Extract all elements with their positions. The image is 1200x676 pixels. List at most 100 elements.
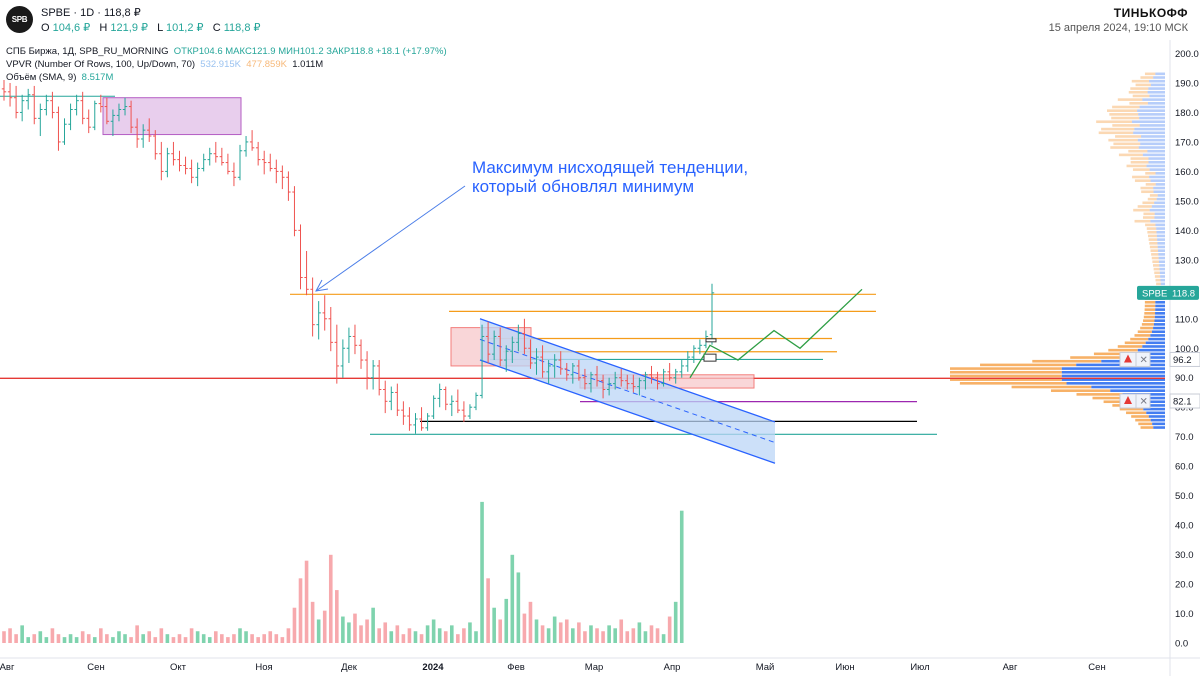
volume-bar (26, 637, 30, 643)
price-tick-label: 10.0 (1175, 609, 1194, 620)
volume-bar (353, 614, 357, 643)
vpvr-up-bar (1159, 264, 1165, 267)
vpvr-down-bar (1156, 283, 1161, 286)
vpvr-up-bar (1151, 419, 1165, 422)
vpvr-up-bar (1148, 102, 1165, 105)
volume-bar (583, 631, 587, 643)
volume-bar (20, 625, 24, 643)
price-tick-label: 110.0 (1175, 314, 1198, 325)
vpvr-up-bar (1143, 154, 1165, 157)
vpvr-down-bar (1142, 323, 1154, 326)
vpvr-up-bar (1152, 330, 1165, 333)
price-tick-label: 160.0 (1175, 167, 1199, 178)
vpvr-down-bar (1133, 168, 1150, 171)
legend-vpvr[interactable]: VPVR (Number Of Rows, 100, Up/Down, 70) … (6, 58, 447, 71)
volume-bar (141, 634, 145, 643)
vpvr-up-bar (1151, 179, 1165, 182)
vpvr-down-bar (1132, 80, 1149, 83)
time-tick-label: Сен (87, 662, 104, 673)
vpvr-up-bar (1150, 95, 1166, 98)
vpvr-down-bar (1128, 150, 1147, 153)
vpvr-up-bar (1133, 131, 1165, 134)
price-tick-label: 130.0 (1175, 255, 1199, 266)
volume-bar (214, 631, 218, 643)
vpvr-up-bar (1158, 246, 1165, 249)
vpvr-up-bar (1137, 109, 1165, 112)
volume-bar (117, 631, 121, 643)
volume-bar (196, 631, 200, 643)
vpvr-down-bar (1142, 201, 1154, 204)
vpvr-down-bar (1146, 183, 1156, 186)
volume-bar (668, 617, 672, 643)
price-tick-label: 20.0 (1175, 580, 1194, 591)
vpvr-up-bar (1151, 84, 1165, 87)
volume-profile (950, 73, 1165, 429)
vpvr-down-bar (1133, 95, 1150, 98)
vpvr-down-bar (1129, 102, 1148, 105)
price-tick-label: 150.0 (1175, 196, 1199, 207)
vpvr-down-bar (1143, 319, 1154, 322)
vpvr-up-bar (1157, 231, 1165, 234)
volume-bar (32, 634, 36, 643)
volume-bar (371, 608, 375, 643)
volume-bar (408, 628, 412, 643)
volume-bar (529, 602, 533, 643)
vpvr-down-bar (1152, 257, 1159, 260)
position-box (704, 354, 716, 361)
vpvr-up-bar (1148, 87, 1165, 90)
volume-bar (335, 590, 339, 643)
vpvr-up-bar (1140, 106, 1165, 109)
vpvr-up-bar (1146, 411, 1165, 414)
vpvr-down-bar (1077, 393, 1123, 396)
vpvr-down-bar (1111, 117, 1139, 120)
volume-bar (153, 637, 157, 643)
vpvr-down-bar (1129, 91, 1148, 94)
vpvr-down-bar (1141, 426, 1154, 429)
vpvr-up-bar (1062, 375, 1165, 378)
volume-bar (396, 625, 400, 643)
volume-bar (293, 608, 297, 643)
vpvr-up-bar (1157, 238, 1165, 241)
volume-bar (105, 634, 109, 643)
volume-bar (93, 637, 97, 643)
volume-bar (504, 599, 508, 643)
vpvr-up-bar (1157, 198, 1165, 201)
volume-bar (129, 637, 133, 643)
time-tick-label: 2024 (422, 662, 444, 673)
vpvr-down-bar (1149, 242, 1157, 245)
time-tick-label: Апр (664, 662, 681, 673)
volume-bar (589, 625, 593, 643)
vpvr-up-bar (1146, 341, 1165, 344)
vpvr-down-bar (1134, 334, 1150, 337)
vpvr-up-bar (1160, 279, 1165, 282)
vpvr-up-bar (1153, 426, 1165, 429)
volume-bar (426, 625, 430, 643)
vpvr-down-bar (1144, 316, 1155, 319)
vpvr-up-bar (1153, 327, 1165, 330)
vpvr-down-bar (1143, 216, 1154, 219)
volume-bar (571, 628, 575, 643)
channel-median-line (480, 339, 775, 442)
volume-bar (87, 634, 91, 643)
volume-bar (135, 625, 139, 643)
volume-bar (656, 628, 660, 643)
price-tick-label: 40.0 (1175, 521, 1194, 532)
vpvr-up-bar (1091, 386, 1165, 389)
vpvr-up-bar (1160, 268, 1165, 271)
volume-bar (262, 634, 266, 643)
vpvr-up-bar (1150, 209, 1165, 212)
legend-main-series[interactable]: СПБ Биржа, 1Д, SPB_RU_MORNING ОТКР104.6 … (6, 45, 447, 58)
volume-bar (172, 637, 176, 643)
vpvr-up-bar (1148, 338, 1165, 341)
vpvr-down-bar (1135, 419, 1150, 422)
vpvr-down-bar (1145, 308, 1156, 311)
volume-bar (365, 619, 369, 643)
vpvr-up-bar (1158, 194, 1165, 197)
vpvr-up-bar (1139, 117, 1165, 120)
vpvr-up-bar (1155, 316, 1165, 319)
alert-close-icon: ✕ (1140, 397, 1148, 408)
legend-volume[interactable]: Объём (SMA, 9) 8.517M (6, 71, 447, 84)
vpvr-up-bar (1157, 242, 1165, 245)
volume-bar (305, 561, 309, 643)
